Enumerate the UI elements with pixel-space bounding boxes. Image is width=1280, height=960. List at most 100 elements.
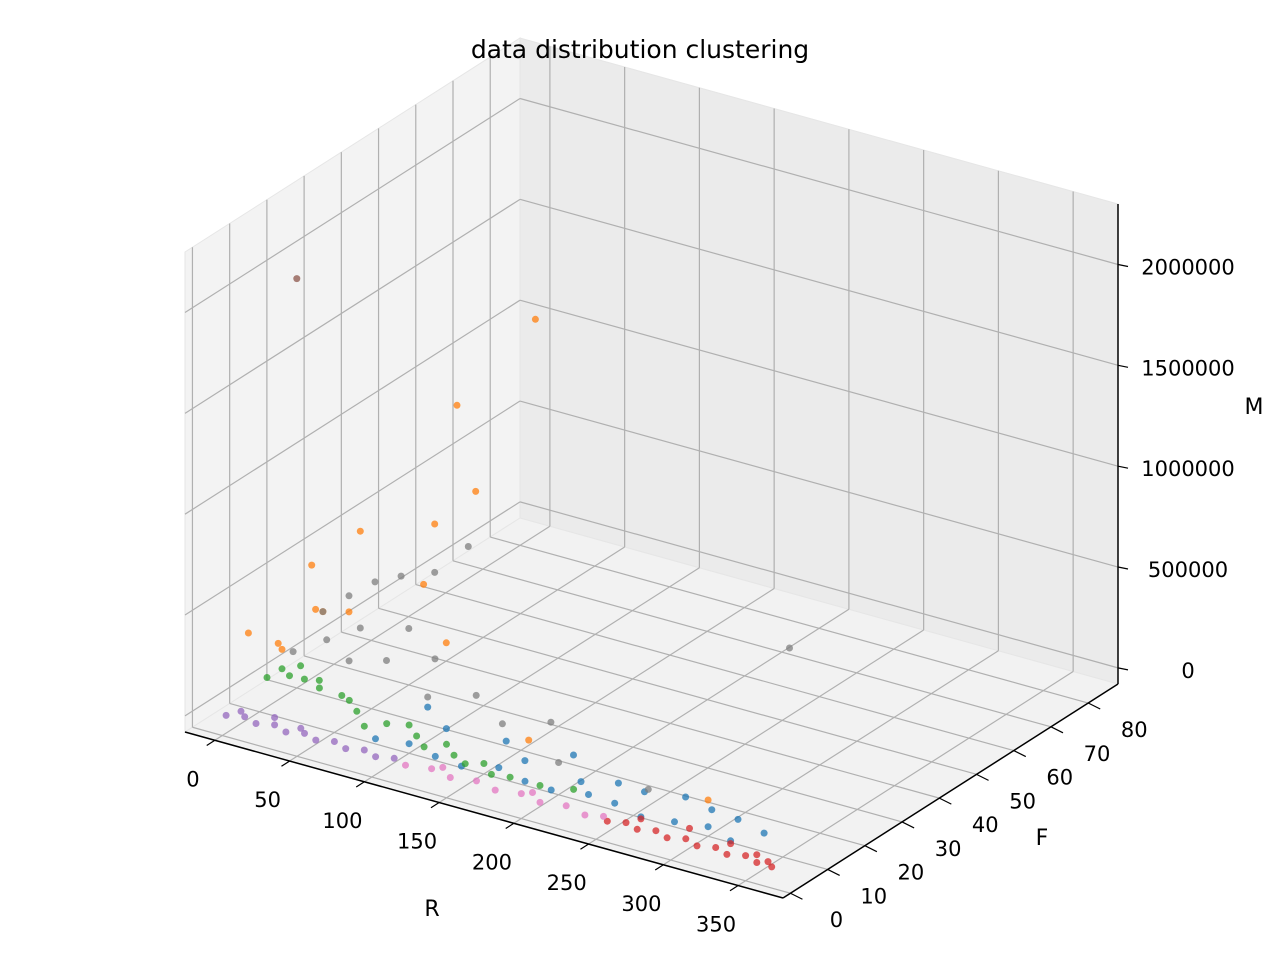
scatter-point-cluster-5 [293,275,301,283]
z-tick [1117,364,1129,368]
scatter-point-cluster-1 [274,639,282,647]
scatter-point-cluster-7 [397,572,405,580]
scatter-point-cluster-4 [282,728,290,736]
y-tick [1087,702,1101,710]
scatter-point-cluster-2 [278,665,286,673]
scatter-point-cluster-6 [600,812,607,820]
gridline-y-floor [266,679,866,847]
scatter-point-cluster-4 [301,729,308,737]
gridline-x-floor [438,588,775,804]
scatter-point-cluster-0 [614,779,622,787]
x-tick-label: 350 [696,913,736,937]
scatter-point-cluster-3 [764,858,772,866]
y-tick-label: 10 [860,885,887,909]
scatter-point-cluster-7 [498,720,506,728]
z-tick-label: 1000000 [1141,457,1235,481]
scatter-point-cluster-2 [450,751,458,759]
scatter-point-cluster-6 [491,786,499,794]
scatter-point-cluster-3 [723,850,731,858]
scatter-point-cluster-3 [622,819,630,827]
scatter-point-cluster-1 [525,736,533,744]
scatter-point-cluster-3 [753,859,761,866]
gridline-x-floor [364,567,700,783]
scatter-point-cluster-1 [312,605,320,613]
scatter-point-cluster-2 [300,675,308,683]
scatter-point-cluster-0 [734,815,742,823]
scatter-point-cluster-4 [252,720,260,727]
axes [184,204,1129,900]
scatter-point-cluster-7 [786,644,793,652]
y-tick-label: 30 [935,837,962,861]
scatter-point-cluster-0 [372,735,379,743]
scatter-point-cluster-0 [577,778,585,786]
scatter-point-cluster-7 [371,578,379,586]
x-tick-label: 200 [472,850,512,874]
tick-labels: 0 50 100 150 200 250 300 350 0 10 20 30 40 50 60 70 80 0 5… [186,256,1235,937]
scatter-point-cluster-4 [390,754,398,762]
scatter-point-cluster-6 [428,765,436,773]
scatter-point-cluster-6 [473,777,480,785]
y-tick [901,821,915,829]
scatter-point-cluster-6 [581,811,589,819]
scatter-point-cluster-4 [237,707,245,715]
y-tick-label: 20 [898,861,925,885]
gridline-x-floor [513,608,850,824]
x-tick-label: 300 [621,892,661,916]
gridline-x-floor [289,546,625,762]
scatter-point-cluster-7 [345,657,353,665]
scatter-point-cluster-0 [424,703,432,711]
y-tick [939,797,952,805]
scatter-point-cluster-4 [330,738,338,745]
scatter-point-cluster-7 [555,759,563,766]
gridline-x-floor [663,650,999,866]
x-tick [430,802,440,809]
scatter-point-cluster-2 [405,721,413,729]
scatter-point-cluster-0 [547,786,555,794]
scatter-point-cluster-3 [686,824,693,832]
scatter-point-cluster-2 [420,743,428,751]
x-axis-line [184,731,784,899]
scatter-point-cluster-7 [319,608,327,616]
scatter-point-cluster-0 [442,725,450,733]
y-tick-label: 0 [830,908,843,932]
scatter-point-cluster-3 [637,815,645,823]
gridline-x-floor [588,629,924,845]
x-tick [580,843,589,850]
scatter-point-cluster-6 [529,789,536,796]
scatter-point-cluster-2 [297,662,305,670]
scatter-point-cluster-4 [222,711,230,719]
gridline-z-back [519,198,1119,366]
z-tick-label: 1500000 [1141,356,1235,380]
scatter-point-cluster-2 [263,674,271,681]
gridlines [184,46,1119,894]
gridline-z-left [184,299,521,515]
x-tick-label: 0 [186,767,199,791]
gridline-z-left [184,501,521,717]
gridline-y-floor [415,583,1014,752]
scatter-point-cluster-2 [315,676,323,684]
scatter-point-cluster-0 [682,793,690,801]
scatter-point-cluster-0 [760,829,768,837]
scatter-point-cluster-3 [727,840,735,848]
scatter-point-cluster-2 [383,720,391,728]
scatter-point-cluster-0 [611,799,619,807]
scatter-point-cluster-0 [495,764,503,772]
scatter-point-cluster-4 [312,736,320,744]
scatter-point-cluster-4 [271,721,279,729]
y-tick [864,845,878,853]
scatter-point-cluster-6 [562,802,570,810]
scatter-point-cluster-0 [431,752,439,760]
scatter-point-cluster-2 [536,782,544,789]
scatter-point-cluster-6 [402,761,409,769]
gridline-z-left [184,198,521,414]
gridline-x-floor [214,525,551,741]
scatter-point-cluster-4 [241,713,249,721]
scatter-point-cluster-2 [345,696,353,704]
x-axis-label: R [424,897,439,922]
scatter-point-cluster-7 [464,543,472,550]
y-tick-label: 70 [1084,742,1111,766]
scatter-point-cluster-1 [442,639,450,647]
scatter-point-cluster-1 [704,796,712,804]
x-tick-label: 100 [322,809,362,833]
scatter-point-cluster-3 [693,842,701,850]
